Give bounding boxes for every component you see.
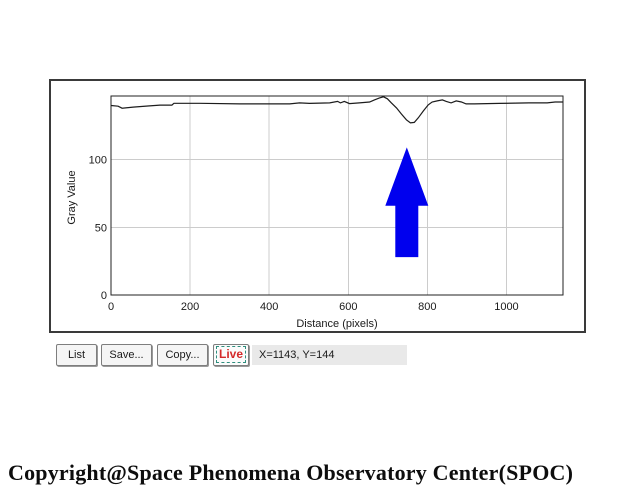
- svg-text:800: 800: [418, 301, 436, 313]
- status-bar: X=1143, Y=144: [252, 345, 407, 365]
- svg-text:200: 200: [181, 301, 199, 313]
- copy-button[interactable]: Copy...: [157, 344, 208, 366]
- profile-chart: 0 200 400 600 800 1000 0 50 100 Distance (pixels)…: [66, 95, 564, 330]
- live-button-label: Live: [215, 346, 246, 363]
- svg-text:Gray Value: Gray Value: [66, 170, 78, 224]
- copyright-text: Copyright@Space Phenomena Observatory Ce…: [8, 460, 574, 485]
- list-button[interactable]: List: [56, 344, 97, 366]
- svg-text:400: 400: [260, 301, 278, 313]
- save-button[interactable]: Save...: [101, 344, 152, 366]
- svg-text:Distance (pixels): Distance (pixels): [296, 318, 377, 330]
- blue-up-arrow-annotation: [385, 147, 429, 258]
- plot-profile-window: 0 200 400 600 800 1000 0 50 100 Distance (pixels)…: [49, 79, 586, 333]
- svg-text:50: 50: [95, 222, 107, 234]
- svg-text:1000: 1000: [494, 301, 518, 313]
- svg-text:100: 100: [89, 155, 107, 167]
- svg-text:0: 0: [108, 301, 114, 313]
- svg-text:0: 0: [101, 290, 107, 302]
- live-button[interactable]: Live: [213, 344, 249, 366]
- svg-text:600: 600: [339, 301, 357, 313]
